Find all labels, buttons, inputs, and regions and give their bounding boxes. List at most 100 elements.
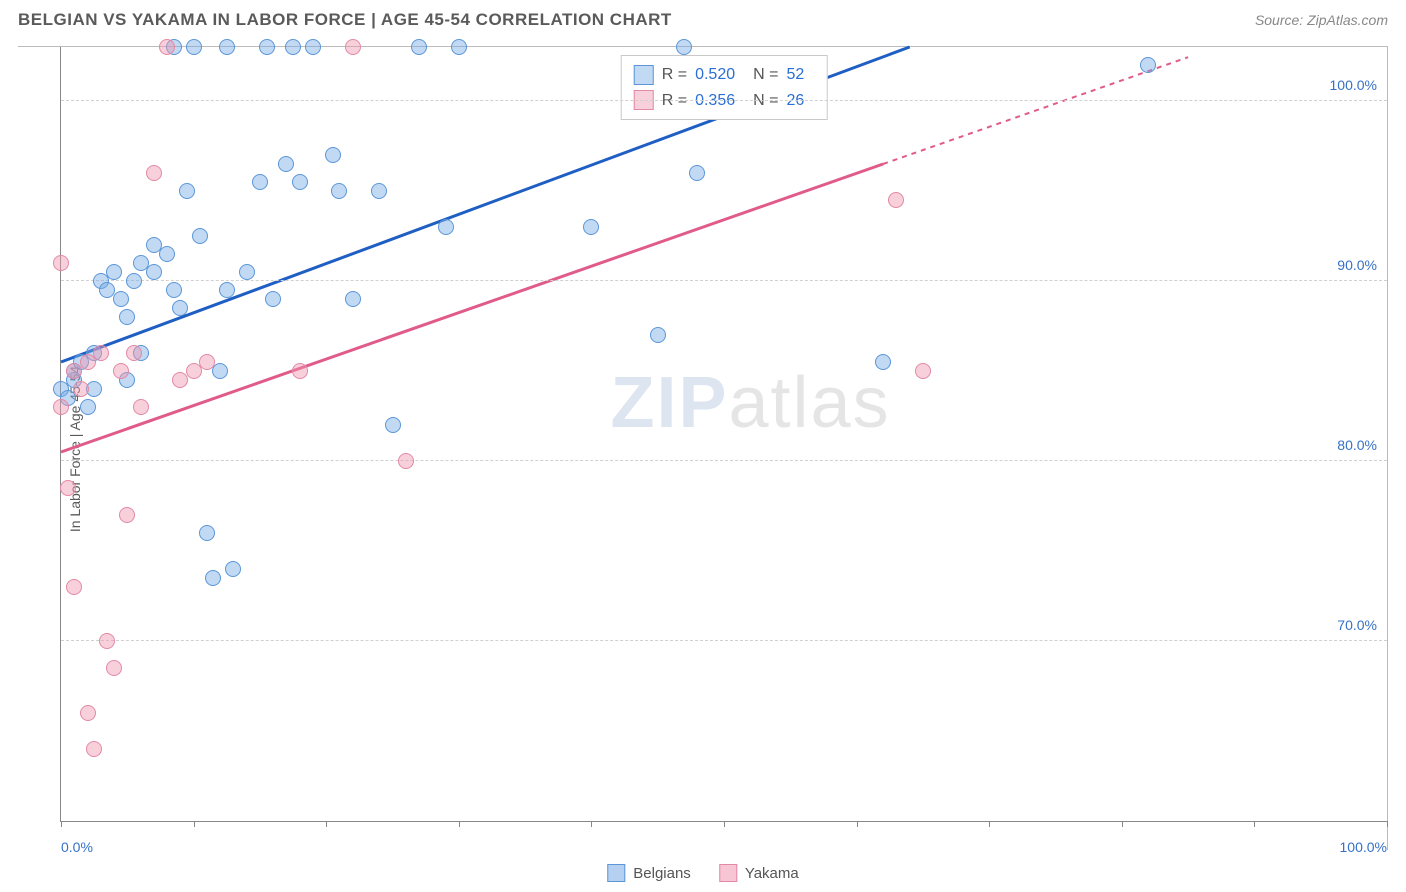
data-point <box>650 327 666 343</box>
legend-swatch <box>634 65 654 85</box>
chart-title: BELGIAN VS YAKAMA IN LABOR FORCE | AGE 4… <box>18 10 672 30</box>
data-point <box>159 39 175 55</box>
data-point <box>186 39 202 55</box>
data-point <box>438 219 454 235</box>
data-point <box>53 399 69 415</box>
data-point <box>451 39 467 55</box>
data-point <box>292 174 308 190</box>
x-tick <box>591 821 592 827</box>
chart-source: Source: ZipAtlas.com <box>1255 12 1388 28</box>
gridline-h <box>61 460 1387 461</box>
data-point <box>225 561 241 577</box>
data-point <box>915 363 931 379</box>
data-point <box>199 354 215 370</box>
data-point <box>278 156 294 172</box>
data-point <box>411 39 427 55</box>
gridline-h <box>61 280 1387 281</box>
data-point <box>398 453 414 469</box>
data-point <box>106 660 122 676</box>
stat-n-label: N = <box>753 62 778 88</box>
data-point <box>888 192 904 208</box>
legend-label: Yakama <box>745 865 799 882</box>
y-tick-label: 70.0% <box>1335 617 1379 633</box>
data-point <box>133 399 149 415</box>
x-tick <box>459 821 460 827</box>
legend-label: Belgians <box>633 865 691 882</box>
data-point <box>875 354 891 370</box>
data-point <box>126 345 142 361</box>
data-point <box>259 39 275 55</box>
data-point <box>239 264 255 280</box>
plot-area: ZIPatlas R =0.520N =52R =0.356N =26 0.0%… <box>60 47 1387 822</box>
series-legend: Belgians Yakama <box>607 864 798 882</box>
data-point <box>179 183 195 199</box>
data-point <box>371 183 387 199</box>
data-point <box>119 507 135 523</box>
data-point <box>252 174 268 190</box>
x-tick <box>1122 821 1123 827</box>
data-point <box>73 381 89 397</box>
data-point <box>345 291 361 307</box>
x-tick <box>724 821 725 827</box>
data-point <box>305 39 321 55</box>
y-tick-label: 90.0% <box>1335 257 1379 273</box>
x-tick <box>326 821 327 827</box>
data-point <box>331 183 347 199</box>
x-axis-label-min: 0.0% <box>61 839 93 855</box>
data-point <box>689 165 705 181</box>
x-tick <box>989 821 990 827</box>
data-point <box>113 291 129 307</box>
gridline-h <box>61 640 1387 641</box>
data-point <box>146 165 162 181</box>
data-point <box>285 39 301 55</box>
data-point <box>86 741 102 757</box>
data-point <box>219 39 235 55</box>
gridline-h <box>61 100 1387 101</box>
data-point <box>292 363 308 379</box>
data-point <box>99 633 115 649</box>
data-point <box>1140 57 1156 73</box>
x-tick <box>1387 821 1388 827</box>
data-point <box>113 363 129 379</box>
legend-swatch <box>719 864 737 882</box>
data-point <box>93 345 109 361</box>
data-point <box>159 246 175 262</box>
x-tick <box>61 821 62 827</box>
data-point <box>80 705 96 721</box>
legend-swatch <box>607 864 625 882</box>
trend-lines <box>61 47 1387 821</box>
chart-header: BELGIAN VS YAKAMA IN LABOR FORCE | AGE 4… <box>0 0 1406 36</box>
legend-stats-row: R = 0.520 N = 52 <box>634 62 815 88</box>
data-point <box>66 579 82 595</box>
data-point <box>345 39 361 55</box>
data-point <box>385 417 401 433</box>
data-point <box>106 264 122 280</box>
data-point <box>119 309 135 325</box>
data-point <box>199 525 215 541</box>
stat-n-value: 52 <box>786 62 804 88</box>
data-point <box>126 273 142 289</box>
data-point <box>212 363 228 379</box>
data-point <box>53 255 69 271</box>
legend-item: Belgians <box>607 864 691 882</box>
data-point <box>166 282 182 298</box>
y-tick-label: 100.0% <box>1328 77 1379 93</box>
x-axis-label-max: 100.0% <box>1340 839 1387 855</box>
legend-item: Yakama <box>719 864 799 882</box>
data-point <box>583 219 599 235</box>
data-point <box>205 570 221 586</box>
data-point <box>676 39 692 55</box>
data-point <box>60 480 76 496</box>
data-point <box>172 300 188 316</box>
data-point <box>146 264 162 280</box>
stat-r-label: R = <box>662 62 687 88</box>
x-tick <box>1254 821 1255 827</box>
data-point <box>265 291 281 307</box>
stat-r-value: 0.520 <box>695 62 735 88</box>
x-tick <box>194 821 195 827</box>
data-point <box>192 228 208 244</box>
legend-stats-box: R =0.520N =52R =0.356N =26 <box>621 55 828 120</box>
x-tick <box>857 821 858 827</box>
data-point <box>325 147 341 163</box>
data-point <box>80 399 96 415</box>
